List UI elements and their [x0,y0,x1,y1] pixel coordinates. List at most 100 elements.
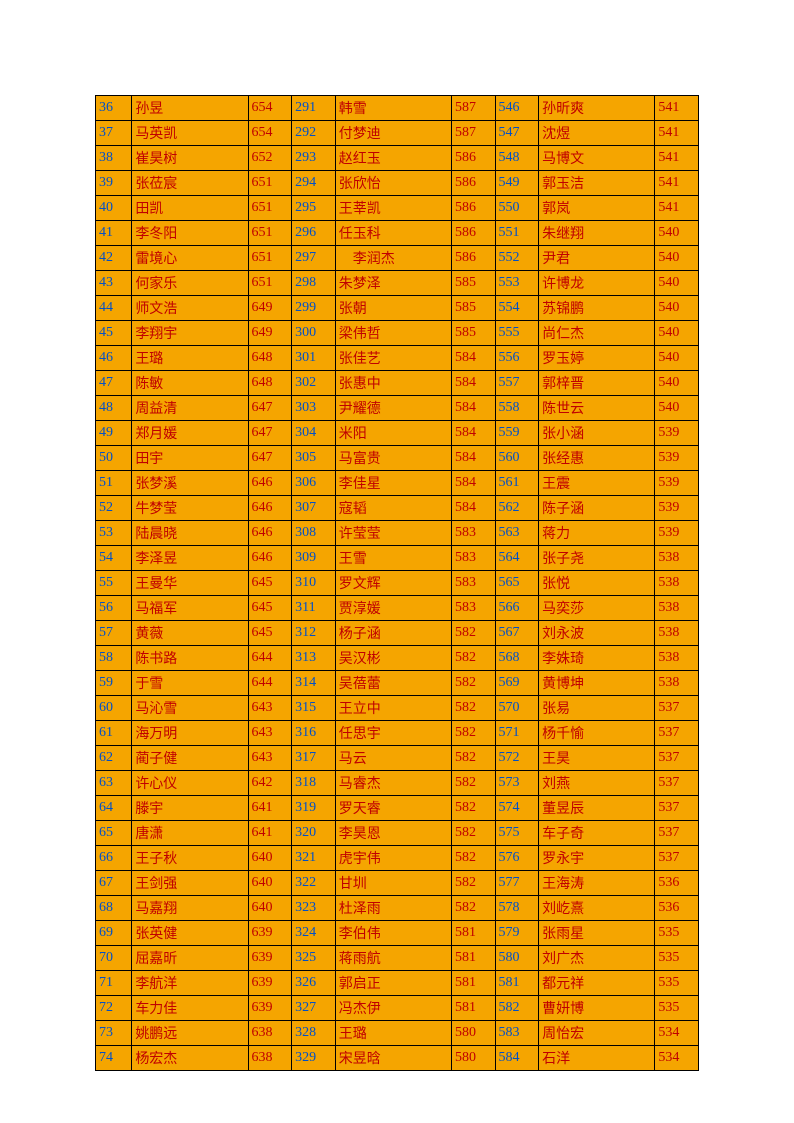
rank-cell: 569 [495,671,539,696]
rank-cell: 305 [292,446,336,471]
rank-cell: 36 [96,96,132,121]
name-cell: 刘广杰 [539,946,655,971]
rank-cell: 550 [495,196,539,221]
score-cell: 538 [655,671,699,696]
rank-cell: 323 [292,896,336,921]
score-cell: 647 [248,421,292,446]
score-cell: 639 [248,946,292,971]
name-cell: 许博龙 [539,271,655,296]
score-cell: 645 [248,571,292,596]
rank-cell: 575 [495,821,539,846]
score-table: 36孙昱654291韩雪587546孙昕爽54137马英凯654292付梦迪58… [95,95,699,1071]
name-cell: 郭梓晋 [539,371,655,396]
table-row: 69张英健639324李伯伟581579张雨星535 [96,921,699,946]
score-cell: 648 [248,346,292,371]
name-cell: 吴汉彬 [335,646,451,671]
rank-cell: 70 [96,946,132,971]
rank-cell: 50 [96,446,132,471]
rank-cell: 571 [495,721,539,746]
score-cell: 651 [248,246,292,271]
score-cell: 539 [655,421,699,446]
name-cell: 张朝 [335,296,451,321]
score-cell: 642 [248,771,292,796]
rank-cell: 314 [292,671,336,696]
score-cell: 643 [248,696,292,721]
name-cell: 李佳星 [335,471,451,496]
table-row: 53陆晨晓646308许莹莹583563蒋力539 [96,521,699,546]
name-cell: 蒋力 [539,521,655,546]
name-cell: 王雪 [335,546,451,571]
name-cell: 马奕莎 [539,596,655,621]
score-cell: 582 [451,646,495,671]
name-cell: 米阳 [335,421,451,446]
name-cell: 李泽昱 [132,546,248,571]
rank-cell: 48 [96,396,132,421]
name-cell: 张梦溪 [132,471,248,496]
score-cell: 537 [655,846,699,871]
score-cell: 582 [451,771,495,796]
table-row: 73姚鹏远638328王璐580583周怡宏534 [96,1021,699,1046]
name-cell: 田宇 [132,446,248,471]
rank-cell: 547 [495,121,539,146]
score-cell: 534 [655,1021,699,1046]
name-cell: 周益清 [132,396,248,421]
rank-cell: 580 [495,946,539,971]
score-cell: 639 [248,996,292,1021]
score-cell: 541 [655,96,699,121]
rank-cell: 56 [96,596,132,621]
score-cell: 540 [655,346,699,371]
rank-cell: 319 [292,796,336,821]
score-cell: 540 [655,321,699,346]
score-cell: 587 [451,121,495,146]
rank-cell: 313 [292,646,336,671]
name-cell: 郭启正 [335,971,451,996]
name-cell: 张经惠 [539,446,655,471]
score-cell: 584 [451,446,495,471]
name-cell: 罗文辉 [335,571,451,596]
name-cell: 周怡宏 [539,1021,655,1046]
score-cell: 586 [451,196,495,221]
name-cell: 张子尧 [539,546,655,571]
name-cell: 李昊恩 [335,821,451,846]
rank-cell: 299 [292,296,336,321]
score-cell: 541 [655,146,699,171]
name-cell: 陈书路 [132,646,248,671]
score-cell: 643 [248,721,292,746]
name-cell: 刘屹熹 [539,896,655,921]
score-cell: 540 [655,396,699,421]
name-cell: 韩雪 [335,96,451,121]
rank-cell: 302 [292,371,336,396]
name-cell: 杨千愉 [539,721,655,746]
table-row: 45李翔宇649300梁伟哲585555尚仁杰540 [96,321,699,346]
rank-cell: 578 [495,896,539,921]
rank-cell: 566 [495,596,539,621]
rank-cell: 306 [292,471,336,496]
table-row: 62蔺子健643317马云582572王昊537 [96,746,699,771]
rank-cell: 318 [292,771,336,796]
name-cell: 贾淳媛 [335,596,451,621]
rank-cell: 579 [495,921,539,946]
score-cell: 583 [451,596,495,621]
score-cell: 537 [655,796,699,821]
rank-cell: 54 [96,546,132,571]
rank-cell: 291 [292,96,336,121]
rank-cell: 581 [495,971,539,996]
score-cell: 585 [451,271,495,296]
name-cell: 寇韬 [335,496,451,521]
score-cell: 537 [655,721,699,746]
table-row: 67王剑强640322甘圳582577王海涛536 [96,871,699,896]
name-cell: 李润杰 [335,246,451,271]
score-cell: 646 [248,521,292,546]
table-row: 72车力佳639327冯杰伊581582曹妍博535 [96,996,699,1021]
rank-cell: 40 [96,196,132,221]
score-cell: 643 [248,746,292,771]
score-cell: 639 [248,921,292,946]
name-cell: 朱继翔 [539,221,655,246]
name-cell: 车子奇 [539,821,655,846]
rank-cell: 294 [292,171,336,196]
score-cell: 537 [655,696,699,721]
rank-cell: 296 [292,221,336,246]
rank-cell: 65 [96,821,132,846]
name-cell: 董昱辰 [539,796,655,821]
score-cell: 644 [248,646,292,671]
